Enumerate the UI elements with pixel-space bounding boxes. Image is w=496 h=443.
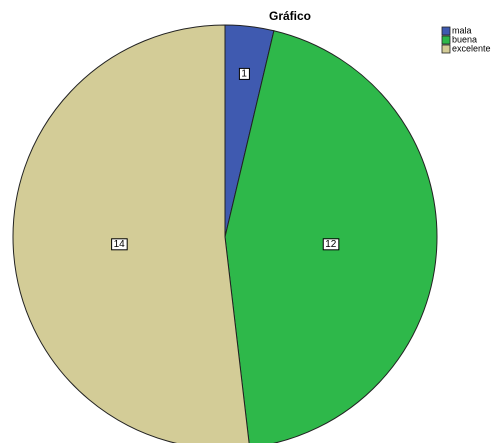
legend-swatch: [441, 26, 451, 36]
data-label-group: 1: [238, 67, 250, 80]
data-label: 12: [325, 239, 337, 250]
data-label: 1: [241, 68, 247, 79]
legend-swatch: [441, 35, 451, 45]
pie-slice: [12, 24, 250, 443]
data-label-box: [322, 238, 340, 251]
data-label-box: [238, 67, 250, 80]
data-label: 14: [114, 239, 126, 250]
data-label-group: 12: [322, 238, 340, 251]
legend-swatch: [441, 44, 451, 54]
data-label-box: [111, 238, 128, 251]
legend-label: mala: [452, 25, 472, 35]
legend-label: excelente: [452, 43, 491, 53]
chart-title: Gráfico: [269, 9, 311, 23]
legend-label: buena: [452, 34, 477, 44]
pie-slice: [224, 30, 438, 443]
data-label-group: 14: [111, 238, 128, 251]
